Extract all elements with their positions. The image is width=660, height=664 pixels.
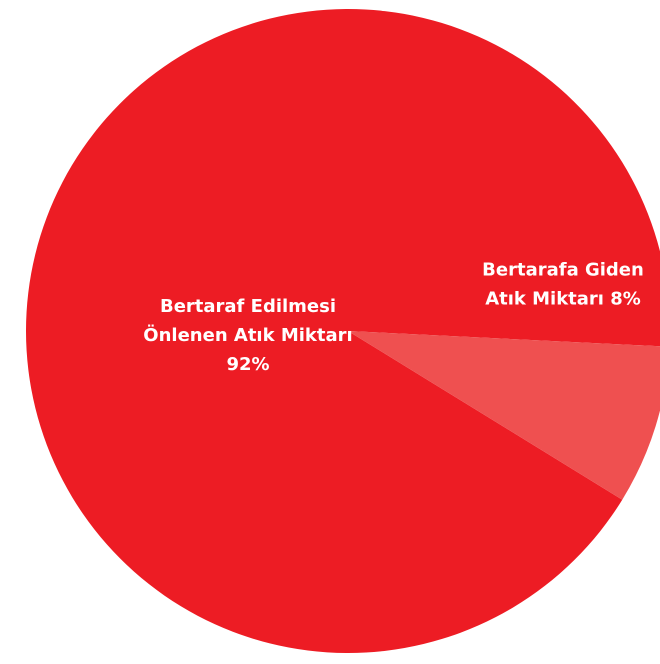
pie-slice-0: [26, 8, 660, 653]
slice-label-0-line-0: Bertaraf Edilmesi: [160, 296, 336, 317]
slice-label-1-line-0: Bertarafa Giden: [482, 260, 644, 281]
slice-label-1-line-1: Atık Miktarı 8%: [485, 289, 641, 310]
slice-label-0-line-1: Önlenen Atık Miktarı: [143, 324, 352, 346]
slice-label-1: Bertarafa Giden Atık Miktarı 8%: [482, 260, 644, 310]
pie-slice-1: [348, 331, 660, 500]
slice-label-0: Bertaraf Edilmesi Önlenen Atık Miktarı 92%: [143, 296, 352, 375]
slices-layer: [26, 8, 660, 653]
slice-label-0-line-2: 92%: [226, 354, 269, 375]
labels-layer: Bertaraf Edilmesi Önlenen Atık Miktarı 92%…: [143, 260, 644, 376]
